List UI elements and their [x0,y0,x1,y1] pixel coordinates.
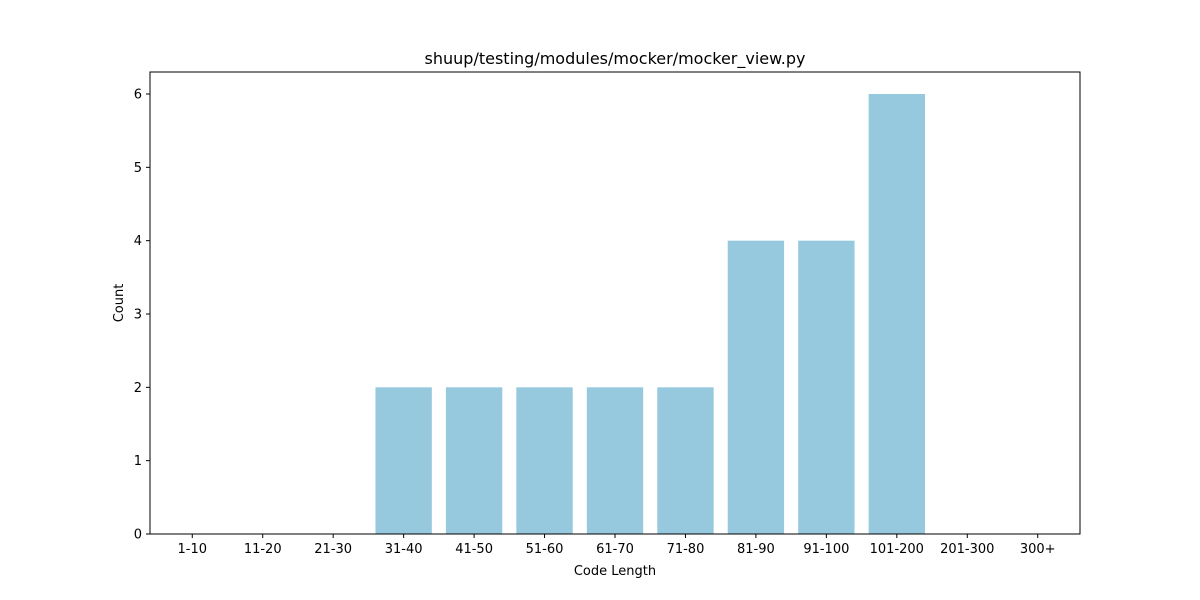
x-tick-label: 41-50 [455,542,493,557]
x-tick-label: 61-70 [596,542,634,557]
x-tick-label: 91-100 [803,542,849,557]
bar-71-80 [657,387,714,534]
y-tick-label: 3 [134,308,142,323]
x-axis-ticks: 1-10 11-20 21-30 31-40 41-50 51-60 61-70 71-80 8… [178,534,1056,557]
x-tick-label: 201-300 [940,542,994,557]
x-tick-label: 101-200 [870,542,924,557]
x-tick-label: 81-90 [737,542,775,557]
bar-61-70 [586,387,644,534]
x-tick-label: 21-30 [314,542,352,557]
x-tick-label: 300+ [1020,542,1056,557]
y-tick-label: 6 [134,88,142,103]
y-axis-label: Count [112,284,127,323]
chart-title: shuup/testing/modules/mocker/mocker_view… [425,49,806,69]
y-tick-label: 2 [134,381,142,396]
x-tick-label: 31-40 [385,542,423,557]
y-tick-label: 1 [134,454,142,469]
y-tick-label: 5 [134,161,142,176]
bar-31-40 [375,387,432,534]
bar-81-90 [727,240,785,534]
bar-51-60 [516,387,573,534]
y-tick-label: 4 [134,234,142,249]
bars-group [375,94,925,534]
x-tick-label: 51-60 [526,542,564,557]
bar-41-50 [445,387,503,534]
x-tick-label: 71-80 [667,542,705,557]
y-tick-label: 0 [134,528,142,543]
x-tick-label: 11-20 [244,542,282,557]
x-axis-label: Code Length [574,564,656,579]
bar-101-200 [868,94,925,534]
y-axis-ticks: 0 1 2 3 4 5 6 [134,88,150,543]
plot-area-frame [149,71,1081,535]
x-tick-label: 1-10 [178,542,208,557]
bar-91-100 [798,240,855,534]
